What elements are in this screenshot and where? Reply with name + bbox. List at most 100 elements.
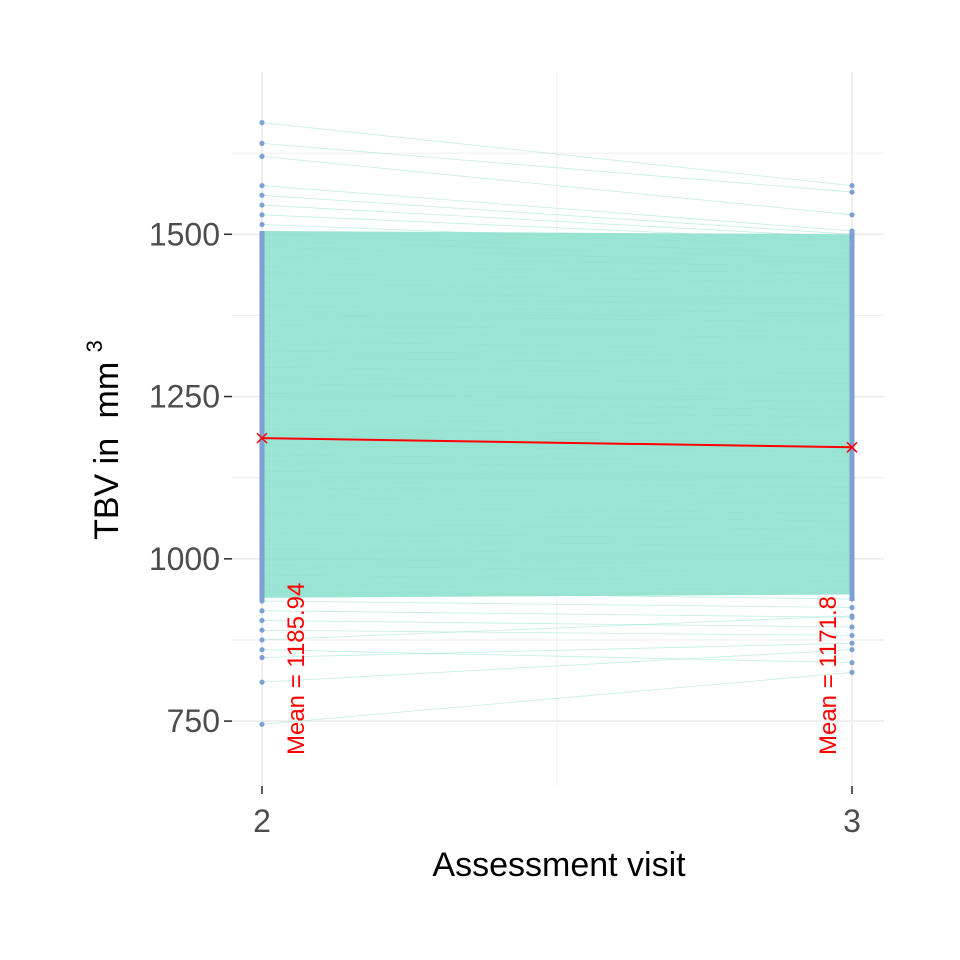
- data-point: [849, 449, 855, 455]
- data-point: [259, 202, 265, 208]
- trajectory-line: [261, 357, 853, 365]
- data-point: [259, 598, 265, 604]
- trajectory-line: [261, 266, 853, 274]
- data-point: [259, 546, 265, 552]
- trajectory-line: [261, 155, 853, 216]
- data-point: [849, 238, 855, 244]
- trajectory-line: [261, 282, 853, 294]
- y-axis-unit: mm: [88, 362, 126, 419]
- data-point: [259, 458, 265, 465]
- trajectory-line: [261, 522, 853, 531]
- trajectory-line: [261, 392, 853, 403]
- data-point: [849, 264, 855, 270]
- data-point: [259, 280, 265, 286]
- data-point: [259, 390, 265, 396]
- trajectory-line: [261, 649, 853, 683]
- data-point: [259, 588, 265, 594]
- data-point: [259, 120, 265, 126]
- data-point: [849, 624, 855, 630]
- data-point: [259, 329, 265, 335]
- data-point: [849, 212, 855, 218]
- trajectory-line: [261, 506, 853, 514]
- trajectory-line: [261, 246, 853, 264]
- trajectory-line: [261, 642, 853, 658]
- trajectory-line: [261, 340, 853, 351]
- x-tick-label: 3: [843, 803, 861, 839]
- data-point: [259, 231, 265, 237]
- trajectory-line: [261, 409, 853, 418]
- data-point: [259, 355, 265, 361]
- data-point: [849, 361, 855, 367]
- trajectory-line: [261, 366, 853, 375]
- data-point: [259, 374, 265, 380]
- trajectory-line: [261, 418, 853, 427]
- data-point: [259, 468, 265, 474]
- y-tick-label: 1000: [149, 541, 220, 577]
- data-point: [849, 290, 855, 296]
- data-point: [849, 660, 855, 666]
- data-point: [849, 604, 855, 611]
- trajectory-line: [261, 672, 853, 725]
- data-point: [849, 492, 855, 498]
- data-point: [849, 613, 855, 619]
- data-point: [259, 290, 265, 296]
- trajectory-line: [261, 649, 853, 664]
- data-point: [259, 452, 265, 458]
- data-point: [259, 244, 265, 250]
- data-point: [259, 254, 265, 260]
- individual-points: [259, 120, 855, 727]
- trajectory-line: [261, 350, 853, 357]
- trajectory-line: [261, 376, 853, 384]
- data-point: [259, 556, 265, 562]
- data-point: [259, 442, 265, 448]
- data-point: [259, 264, 265, 270]
- data-point: [259, 338, 265, 344]
- data-point: [849, 244, 855, 250]
- data-point: [259, 140, 265, 146]
- data-point: [849, 256, 855, 262]
- trajectory-band: [262, 231, 852, 598]
- trajectory-line: [261, 204, 853, 238]
- data-point: [849, 552, 855, 559]
- data-point: [849, 578, 855, 585]
- trajectory-line: [261, 298, 853, 305]
- trajectory-line: [261, 143, 853, 193]
- data-point: [849, 423, 855, 429]
- data-point: [259, 303, 265, 309]
- trajectory-line: [261, 620, 853, 628]
- data-point: [259, 416, 265, 422]
- data-point: [259, 221, 265, 228]
- mean-label: Mean = 1185.94: [283, 583, 310, 755]
- data-point: [259, 627, 265, 633]
- y-tick-label: 1500: [149, 216, 220, 252]
- trajectory-line: [261, 240, 853, 260]
- trajectory-line: [261, 315, 853, 323]
- data-point: [259, 536, 265, 542]
- data-point: [849, 380, 855, 387]
- data-point: [849, 562, 855, 568]
- trajectory-line: [261, 444, 853, 453]
- trajectory-line: [261, 122, 853, 186]
- data-point: [849, 388, 855, 394]
- trajectory-line: [261, 564, 853, 574]
- trajectory-line: [261, 470, 853, 479]
- data-point: [849, 588, 855, 594]
- trajectory-line: [261, 512, 853, 522]
- trajectory-line: [261, 331, 853, 339]
- data-point: [259, 582, 265, 588]
- trajectory-line: [261, 305, 853, 314]
- x-tick-label: 2: [253, 803, 271, 839]
- trajectory-line: [261, 402, 853, 410]
- data-point: [849, 319, 855, 325]
- data-point: [259, 270, 265, 276]
- trajectory-line: [261, 454, 853, 462]
- data-point: [259, 212, 265, 218]
- data-point: [259, 510, 265, 516]
- data-point: [259, 504, 265, 510]
- mean-marker-stroke: [256, 432, 268, 444]
- data-point: [259, 530, 265, 536]
- data-point: [849, 335, 855, 341]
- data-point: [259, 312, 265, 319]
- trajectory-line: [261, 480, 853, 488]
